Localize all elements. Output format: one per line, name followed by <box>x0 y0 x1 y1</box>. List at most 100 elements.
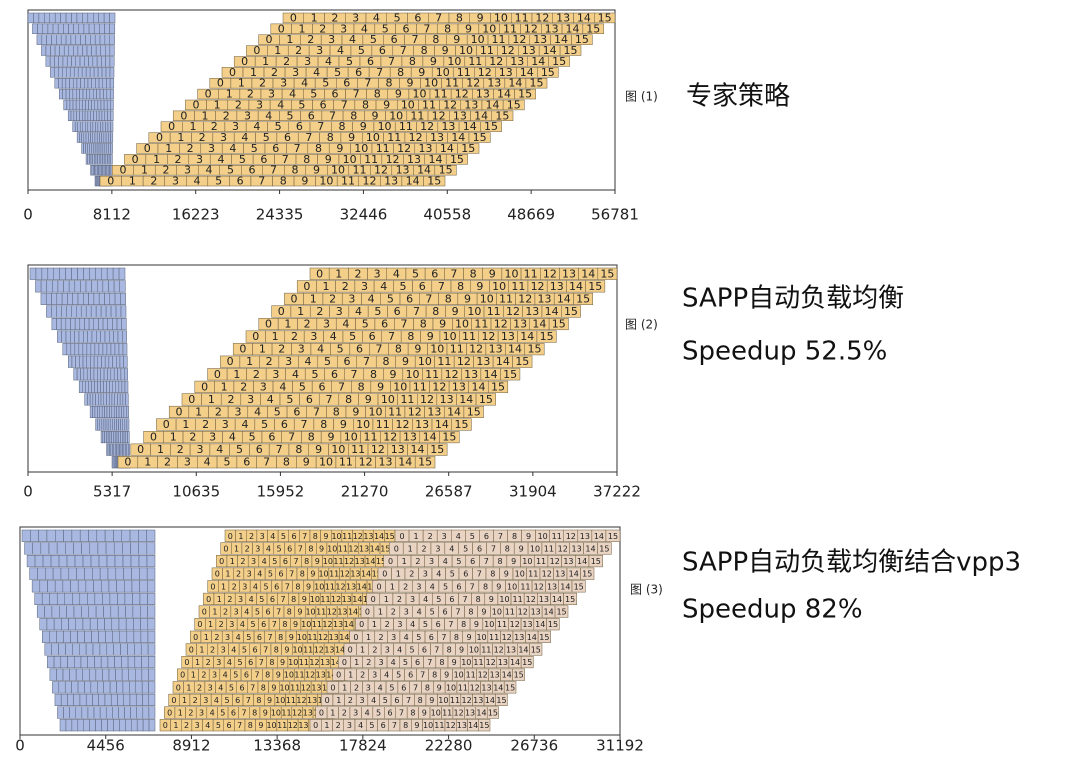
block-label: 14 <box>560 582 570 591</box>
block-label: 10 <box>288 658 298 667</box>
block-label: 5 <box>410 645 415 654</box>
forward-block <box>93 318 99 331</box>
block-label: 14 <box>468 721 478 730</box>
block-label: 15 <box>527 343 541 356</box>
block-label: 5 <box>403 658 408 667</box>
block-label: 9 <box>383 98 390 111</box>
block-label: 11 <box>528 570 538 579</box>
block-label: 12 <box>395 418 409 431</box>
block-label: 9 <box>429 696 434 705</box>
forward-block <box>92 132 96 143</box>
block-label: 5 <box>299 380 306 393</box>
block-label: 10 <box>331 443 345 456</box>
block-label: 4 <box>270 532 275 541</box>
block-label: 13 <box>531 608 541 617</box>
block-label: 14 <box>374 532 384 541</box>
forward-block <box>70 330 75 343</box>
x-tick-label: 0 <box>23 483 33 501</box>
block-label: 4 <box>330 330 337 343</box>
block-label: 9 <box>306 582 311 591</box>
block-label: 9 <box>336 142 343 155</box>
block-label: 11 <box>491 33 505 46</box>
block-label: 11 <box>299 658 309 667</box>
backward-block <box>414 456 436 469</box>
forward-block <box>89 267 96 280</box>
forward-block <box>80 280 87 293</box>
forward-block <box>94 34 101 45</box>
block-label: 3 <box>280 77 287 90</box>
block-label: 8 <box>490 570 495 579</box>
block-label: 4 <box>313 66 320 79</box>
forward-block <box>87 78 92 89</box>
block-label: 1 <box>226 88 233 101</box>
block-label: 0 <box>382 570 387 579</box>
forward-block <box>84 110 89 121</box>
block-label: 11 <box>364 153 378 166</box>
block-label: 9 <box>390 368 397 381</box>
forward-block <box>85 143 88 154</box>
forward-block <box>76 305 82 318</box>
backward-block <box>512 668 525 681</box>
block-label: 10 <box>515 570 525 579</box>
block-label: 8 <box>350 109 357 122</box>
forward-block <box>147 592 156 605</box>
forward-block <box>93 110 97 121</box>
block-label: 10 <box>297 633 307 642</box>
forward-block <box>37 567 46 580</box>
forward-block <box>102 78 107 89</box>
block-label: 3 <box>336 305 343 318</box>
forward-block <box>29 567 38 580</box>
x-tick-label: 32446 <box>340 206 388 224</box>
block-label: 9 <box>526 532 531 541</box>
forward-block <box>98 693 106 706</box>
block-label: 9 <box>444 671 449 680</box>
forward-block <box>120 643 128 656</box>
block-label: 14 <box>326 671 336 680</box>
forward-block <box>122 555 132 568</box>
forward-block <box>117 693 124 706</box>
x-tick-label: 22280 <box>425 737 473 755</box>
block-label: 15 <box>591 557 601 566</box>
forward-block <box>102 431 105 444</box>
block-label: 2 <box>319 22 326 35</box>
forward-block <box>92 567 101 580</box>
forward-block <box>83 143 86 154</box>
block-label: 12 <box>432 380 446 393</box>
block-label: 13 <box>501 330 515 343</box>
forward-block <box>135 681 143 694</box>
forward-block <box>98 110 103 121</box>
forward-block <box>107 719 114 732</box>
block-label: 0 <box>193 633 198 642</box>
block-label: 10 <box>522 557 532 566</box>
block-label: 6 <box>244 671 249 680</box>
forward-block <box>125 719 132 732</box>
block-label: 9 <box>276 671 281 680</box>
block-label: 4 <box>218 683 223 692</box>
forward-block <box>109 56 115 67</box>
forward-block <box>87 143 90 154</box>
forward-block <box>47 656 55 669</box>
forward-block <box>81 542 91 555</box>
forward-block <box>68 280 76 293</box>
block-label: 12 <box>301 683 311 692</box>
block-label: 12 <box>526 595 536 604</box>
block-label: 11 <box>376 418 390 431</box>
block-label: 7 <box>376 66 383 79</box>
block-label: 2 <box>336 721 341 730</box>
block-label: 6 <box>344 355 351 368</box>
forward-block <box>113 431 116 444</box>
forward-block <box>107 318 113 331</box>
block-label: 9 <box>474 620 479 629</box>
forward-block <box>72 292 79 305</box>
block-label: 9 <box>459 645 464 654</box>
forward-block <box>90 34 96 45</box>
block-label: 11 <box>341 175 355 188</box>
block-label: 1 <box>297 305 304 318</box>
block-label: 8 <box>300 570 305 579</box>
forward-block <box>60 656 68 669</box>
forward-block <box>94 592 103 605</box>
block-label: 0 <box>241 55 248 68</box>
forward-block <box>57 23 64 34</box>
forward-block <box>80 305 87 318</box>
block-label: 13 <box>311 683 321 692</box>
